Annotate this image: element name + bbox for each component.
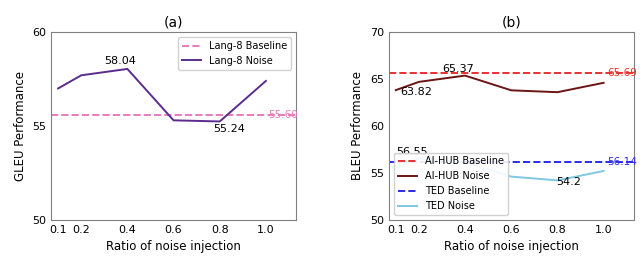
AI-HUB Noise (415, 80, 423, 83)
Lang-8 Noise (170, 119, 177, 122)
AI-HUB Noise (461, 74, 469, 77)
Text: 65.37: 65.37 (442, 64, 474, 74)
Lang-8 Noise (77, 74, 85, 77)
TED Noise (508, 175, 515, 178)
TED Noise (415, 157, 423, 160)
Line: AI-HUB Noise: AI-HUB Noise (396, 76, 604, 92)
Line: TED Noise: TED Noise (396, 158, 604, 180)
TED Noise (461, 161, 469, 164)
TED Noise (600, 169, 607, 173)
Text: 65.69: 65.69 (607, 68, 637, 78)
AI-HUB Noise (554, 91, 561, 94)
Lang-8 Noise (124, 67, 131, 70)
TED Noise (392, 166, 399, 170)
Y-axis label: GLEU Performance: GLEU Performance (14, 71, 27, 181)
Legend: Lang-8 Baseline, Lang-8 Noise: Lang-8 Baseline, Lang-8 Noise (178, 37, 291, 70)
Lang-8 Noise (216, 120, 223, 123)
Title: (b): (b) (501, 16, 521, 29)
Text: 63.82: 63.82 (401, 87, 433, 97)
Text: 58.04: 58.04 (104, 56, 136, 66)
Line: Lang-8 Noise: Lang-8 Noise (58, 69, 266, 121)
Legend: AI-HUB Baseline, AI-HUB Noise, TED Baseline, TED Noise: AI-HUB Baseline, AI-HUB Noise, TED Basel… (394, 152, 508, 215)
Lang-8 Noise (262, 79, 269, 83)
AI-HUB Noise (508, 89, 515, 92)
Text: 56.55: 56.55 (396, 147, 428, 157)
Text: 56.14: 56.14 (607, 157, 637, 167)
Text: 55.24: 55.24 (213, 124, 245, 134)
AI-HUB Noise (392, 88, 399, 92)
Title: (a): (a) (164, 16, 183, 29)
Text: 55.60: 55.60 (268, 110, 298, 120)
X-axis label: Ratio of noise injection: Ratio of noise injection (444, 240, 579, 253)
TED Noise (554, 179, 561, 182)
AI-HUB Noise (600, 81, 607, 84)
Lang-8 Noise (54, 87, 62, 90)
X-axis label: Ratio of noise injection: Ratio of noise injection (106, 240, 241, 253)
Y-axis label: BLEU Performance: BLEU Performance (351, 72, 364, 180)
Text: 54.2: 54.2 (557, 177, 581, 187)
